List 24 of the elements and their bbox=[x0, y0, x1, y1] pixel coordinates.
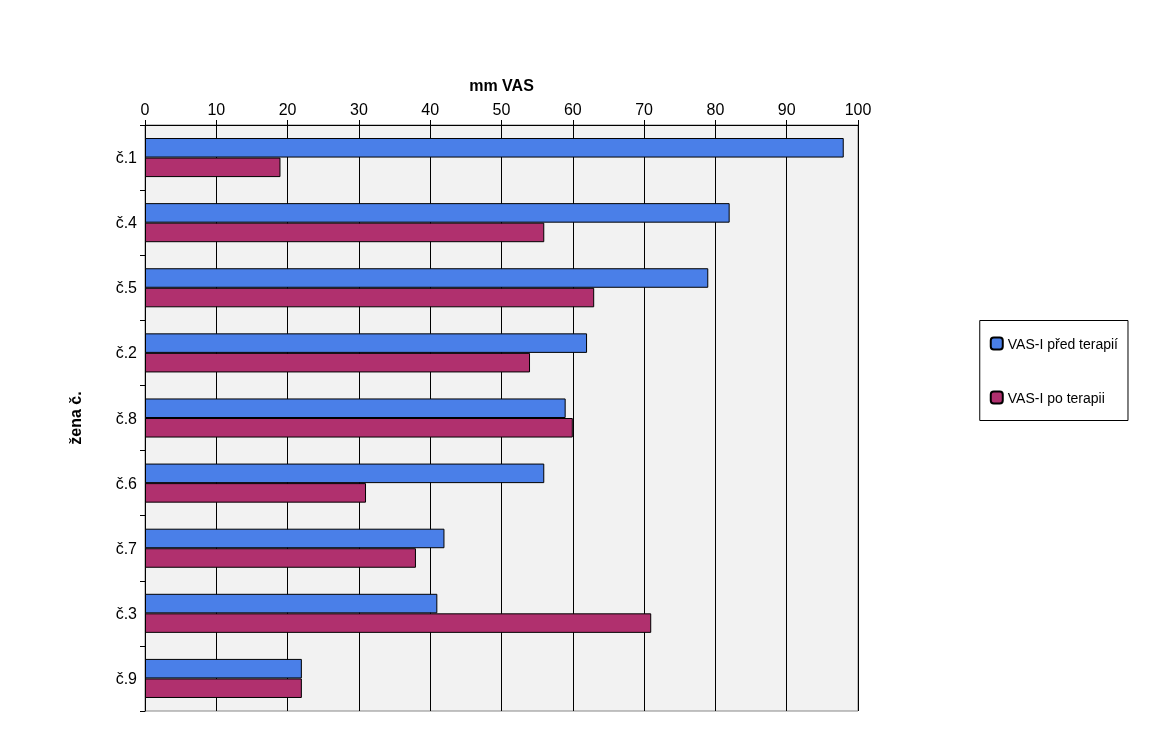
x-tick-label: 80 bbox=[706, 100, 725, 118]
x-tick-label: 30 bbox=[350, 100, 368, 118]
y-tick-label: č.7 bbox=[115, 539, 138, 557]
x-tick-label: 90 bbox=[777, 100, 796, 118]
x-tick-label: 60 bbox=[563, 100, 582, 118]
y-tick-label: č.3 bbox=[115, 604, 138, 622]
x-tick-label: 10 bbox=[207, 100, 226, 118]
y-tick-label: č.4 bbox=[115, 214, 138, 232]
x-tick-label: 70 bbox=[635, 100, 654, 118]
x-tick-label: 40 bbox=[421, 100, 440, 118]
x-tick-label: 100 bbox=[844, 100, 872, 118]
y-tick-label: č.1 bbox=[115, 149, 138, 167]
legend-label: VAS-I před terapií bbox=[1007, 335, 1119, 352]
x-tick-label: 50 bbox=[492, 100, 511, 118]
x-axis-title: mm VAS bbox=[469, 76, 535, 94]
y-tick-label: č.5 bbox=[115, 279, 138, 297]
y-tick-label: č.2 bbox=[115, 344, 138, 362]
x-tick-label: 20 bbox=[278, 100, 297, 118]
y-axis-title: žena č. bbox=[66, 391, 84, 445]
y-tick-label: č.8 bbox=[115, 409, 138, 427]
y-tick-label: č.6 bbox=[115, 474, 138, 492]
y-tick-label: č.9 bbox=[115, 669, 138, 687]
x-tick-label: 0 bbox=[140, 100, 150, 118]
legend-label: VAS-I po terapii bbox=[1007, 389, 1105, 406]
